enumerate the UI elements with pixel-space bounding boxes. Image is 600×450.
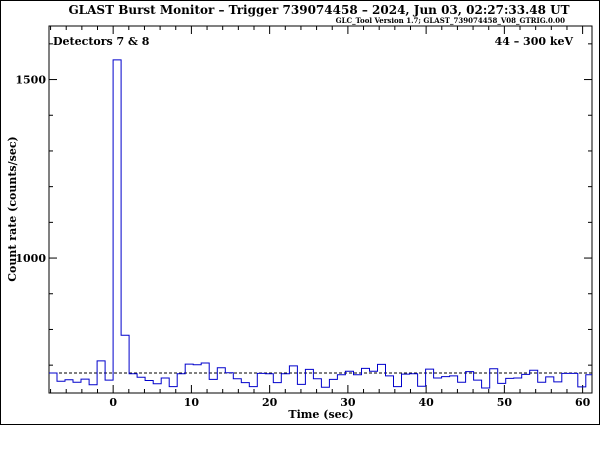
y-tick-label: 1500 bbox=[15, 74, 46, 87]
chart-title: GLAST Burst Monitor – Trigger 739074458 … bbox=[68, 3, 569, 17]
detectors-label: Detectors 7 & 8 bbox=[53, 35, 150, 48]
plot-area bbox=[48, 25, 593, 394]
x-tick-label: 20 bbox=[262, 396, 278, 409]
y-axis-label: Count rate (counts/sec) bbox=[6, 136, 19, 281]
chart-frame: GLAST Burst Monitor – Trigger 739074458 … bbox=[0, 0, 600, 425]
axis-ticks bbox=[49, 26, 592, 393]
energy-range-label: 44 – 300 keV bbox=[495, 35, 574, 48]
light-curve-series bbox=[49, 59, 592, 389]
x-tick-label: 40 bbox=[418, 396, 434, 409]
x-axis-label: Time (sec) bbox=[288, 408, 353, 421]
x-tick-label: 60 bbox=[575, 396, 591, 409]
x-tick-label: 10 bbox=[184, 396, 200, 409]
light-curve-chart: GLAST Burst Monitor – Trigger 739074458 … bbox=[6, 3, 593, 421]
axis-tick-labels: 0 10 20 30 40 50 60 1000 1500 bbox=[15, 74, 590, 409]
y-tick-label: 1000 bbox=[15, 252, 46, 265]
x-tick-label: 30 bbox=[340, 396, 356, 409]
x-tick-label: 0 bbox=[109, 396, 117, 409]
x-tick-label: 50 bbox=[497, 396, 513, 409]
chart-subtitle: GLC_Tool Version 1.7; GLAST_739074458_V0… bbox=[336, 16, 565, 25]
